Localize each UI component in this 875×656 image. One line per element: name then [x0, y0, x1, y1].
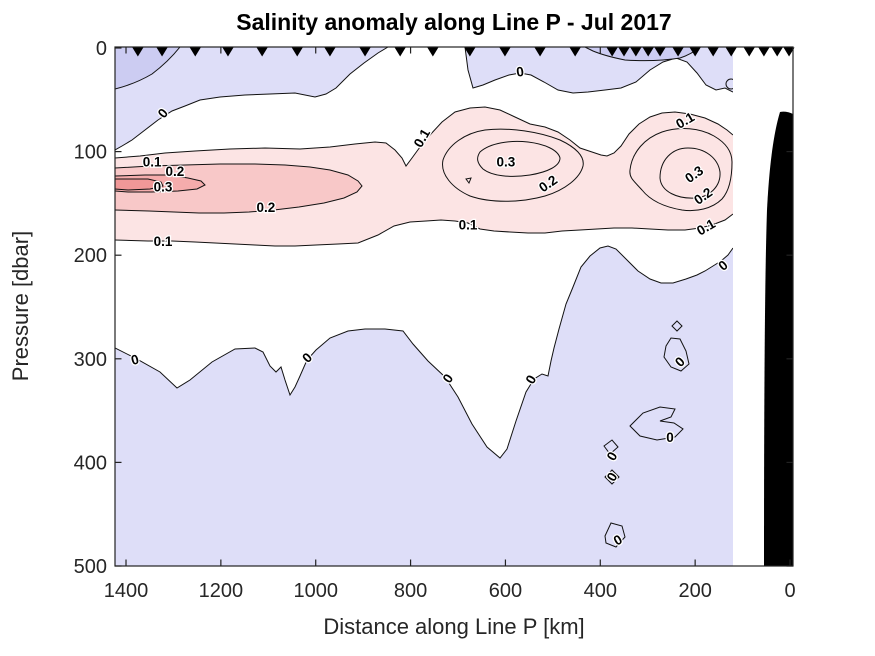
plot-border: [114, 46, 794, 567]
contour-line-pos04-left: [115, 178, 164, 191]
station-marker-triangle-icon: [743, 47, 755, 57]
contour-line-zero-surface-right: [464, 47, 733, 94]
station-marker-triangle-icon: [771, 47, 783, 57]
tick-labels: 1400 1200 1000 800 600 400 200 0 0 100 200 300 400 50…: [74, 38, 796, 602]
station-markers: [132, 47, 795, 57]
station-marker-triangle-icon: [672, 47, 684, 57]
contour-line-pos03-left: [115, 174, 206, 193]
station-marker-triangle-icon: [324, 47, 336, 57]
y-tick-label: 300: [74, 349, 107, 371]
contour-label: 0.2: [257, 200, 276, 215]
bathymetry-mask: [764, 111, 793, 566]
x-tick-label: 200: [678, 580, 711, 602]
contour-fill-pos03-mid: [477, 140, 561, 177]
contour-island-pos03-dot: [465, 177, 472, 185]
contour-island: [725, 78, 733, 90]
station-marker-triangle-icon: [464, 47, 476, 57]
station-marker-triangle-icon: [758, 47, 770, 57]
x-tick-label: 800: [394, 580, 427, 602]
x-tick-label: 400: [584, 580, 617, 602]
station-marker-triangle-icon: [222, 47, 234, 57]
contour-fill-pos01: [115, 107, 733, 246]
contour-line-pos01-top: [115, 106, 733, 167]
y-axis-label: Pressure [dbar]: [8, 231, 33, 381]
contour-label: 0.1: [459, 218, 478, 233]
station-marker-triangle-icon: [689, 47, 701, 57]
contour-fill-pos02-right: [629, 128, 733, 212]
station-marker-triangle-icon: [394, 47, 406, 57]
contour-island: [663, 337, 690, 372]
station-marker-triangle-icon: [630, 47, 642, 57]
contour-fill-surface-negative2-corner: [115, 47, 180, 89]
station-marker-triangle-icon: [291, 47, 303, 57]
station-marker-triangle-icon: [156, 47, 168, 57]
station-marker-triangle-icon: [707, 47, 719, 57]
x-tick-label: 1000: [293, 580, 338, 602]
station-marker-triangle-icon: [256, 47, 268, 57]
contour-fill-deep-negative: [115, 246, 733, 566]
contour-label: 0.2: [165, 164, 184, 179]
station-marker-triangle-icon: [783, 47, 795, 57]
x-axis-label: Distance along Line P [km]: [323, 614, 584, 639]
station-marker-triangle-icon: [569, 47, 581, 57]
contour-line-neg01-right: [584, 47, 701, 62]
contour-label: 0: [666, 430, 674, 445]
contour-label: 0: [515, 64, 525, 80]
y-tick-label: 200: [74, 245, 107, 267]
contour-island: [671, 320, 683, 332]
contour-island: [604, 469, 620, 485]
station-marker-triangle-icon: [132, 47, 144, 57]
contour-island: [629, 406, 684, 441]
contour-fill-pos02-mid: [442, 128, 584, 202]
station-marker-triangle-icon: [359, 47, 371, 57]
x-tick-label: 1400: [104, 580, 149, 602]
y-tick-label: 0: [96, 38, 107, 60]
y-tick-label: 400: [74, 452, 107, 474]
contour-line-neg01-corner: [115, 47, 181, 90]
chart-title: Salinity anomaly along Line P - Jul 2017: [236, 9, 671, 35]
contour-line-zero-surface-left: [115, 47, 389, 151]
contour-fill-surface-negative-left: [115, 47, 388, 150]
x-tick-label: 0: [784, 580, 795, 602]
contour-label: 0.1: [143, 154, 162, 169]
station-marker-triangle-icon: [654, 47, 666, 57]
contour-fill-pos03-right: [659, 147, 721, 199]
contour-line-pos01-bottom: [115, 213, 733, 247]
station-marker-triangle-icon: [642, 47, 654, 57]
contour-label: 0.3: [154, 179, 173, 194]
station-marker-triangle-icon: [427, 47, 439, 57]
y-tick-label: 500: [74, 556, 107, 578]
station-marker-triangle-icon: [725, 47, 737, 57]
contour-line-pos02-left: [115, 163, 363, 214]
contour-island: [604, 522, 626, 548]
contour-label: 0.1: [154, 234, 173, 249]
x-tick-label: 600: [489, 580, 522, 602]
x-tick-label: 1200: [199, 580, 244, 602]
station-marker-triangle-icon: [606, 47, 618, 57]
contour-island: [603, 439, 619, 455]
station-marker-triangle-icon: [189, 47, 201, 57]
contour-fill-pos04-left: [115, 179, 163, 190]
y-tick-label: 100: [74, 142, 107, 164]
station-marker-triangle-icon: [499, 47, 511, 57]
contour-label: 0.3: [497, 154, 516, 169]
station-marker-triangle-icon: [618, 47, 630, 57]
station-marker-triangle-icon: [534, 47, 546, 57]
contour-line-zero-deep: [115, 245, 733, 459]
